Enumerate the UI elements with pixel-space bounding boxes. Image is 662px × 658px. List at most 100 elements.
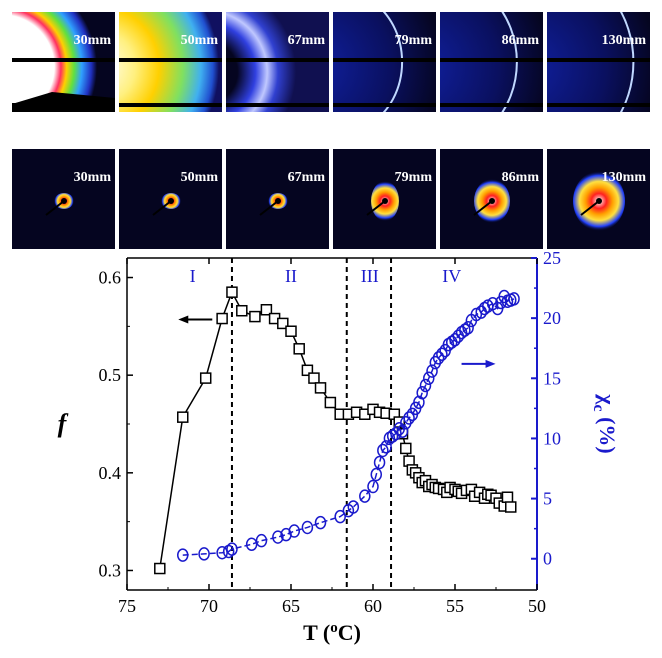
panel-distance-label: 86mm [501,170,539,185]
data-point-square [177,411,189,423]
beamstop-bar [440,58,543,62]
region-label: IV [442,266,461,286]
data-point-circle [272,530,284,544]
region-label: III [361,266,379,286]
waxs-panel-6: 130mm [547,149,650,249]
x-tick-label: 50 [528,596,546,616]
data-point-circle [449,333,461,347]
data-point-circle [396,424,409,438]
panel-pattern [547,12,650,112]
data-point-circle [436,347,448,361]
panel-pattern [226,12,329,112]
data-point-circle [377,443,389,458]
waxs-panel-5: 86mm [440,149,543,249]
panel-distance-label: 130mm [601,170,646,185]
panel-pattern [12,12,115,112]
left-axis-arrow [178,315,213,324]
region-label: II [285,266,297,286]
panel-distance-label: 67mm [287,170,325,185]
data-point-square [249,310,261,323]
panel-distance-label: 79mm [394,33,432,48]
x-tick-label: 55 [446,596,464,616]
panel-distance-label: 50mm [180,33,218,48]
saxs-panel-1: 30mm [12,12,115,112]
waxs-panel-3: 67mm [226,149,329,249]
data-point-circle [419,378,432,393]
beamstop-bar [547,103,650,107]
x-tick-label: 65 [282,596,300,616]
waxs-panel-2: 50mm [119,149,222,249]
data-point-circle [373,455,386,470]
beamstop-bar [440,103,543,107]
y-right-tick-label: 25 [543,248,561,268]
beamstop-bar [119,103,222,107]
data-point-circle [400,416,412,430]
x-tick-label: 60 [364,596,382,616]
data-point-square [400,442,412,455]
data-point-circle [423,371,435,386]
data-point-circle [390,426,402,441]
y-left-axis-label: f [58,409,69,438]
y-left-tick-label: 0.5 [99,365,122,385]
x-axis-label: T (oC) [303,620,361,645]
data-point-circle [334,509,346,524]
data-point-square [301,364,314,377]
data-point-square [226,286,238,298]
data-point-square [308,372,320,384]
waxs-panel-1: 30mm [12,149,115,249]
series-line-right [182,295,515,556]
data-point-circle [470,307,483,322]
beamstop-bar [12,103,115,107]
beamstop-bar [547,58,650,62]
y-right-tick-label: 15 [543,368,561,388]
beamstop-bar [119,58,222,62]
y-right-tick-label: 5 [543,489,552,509]
panel-pattern [226,149,329,249]
beamstop-bar [333,58,436,62]
panel-distance-label: 67mm [287,33,325,48]
panel-pattern [547,149,650,249]
beamstop-bar [12,58,115,62]
data-point-square [505,501,517,513]
data-point-circle [367,479,379,494]
data-point-circle [426,364,438,378]
data-point-circle [370,467,383,482]
data-point-square [285,325,297,337]
data-point-circle [359,489,371,503]
panel-distance-label: 30mm [73,33,111,48]
data-point-circle [245,537,258,552]
data-point-circle [226,542,238,556]
panel-pattern [12,149,115,249]
data-point-circle [177,548,189,562]
data-point-square [314,382,327,394]
beamstop-bar [333,103,436,107]
data-point-square [260,304,273,316]
saxs-panel-4: 79mm [333,12,436,112]
y-left-tick-label: 0.4 [99,463,122,483]
y-left-tick-label: 0.3 [99,560,122,580]
saxs-panel-6: 130mm [547,12,650,112]
data-point-circle [288,524,301,538]
data-point-circle [255,533,268,548]
data-point-circle [347,500,360,514]
data-point-square [501,491,514,503]
chart-svg: 75 70 65 60 55 50 0.3 0.4 0.5 0.6 0 5 10 15 20 25 T (oC)… [58,248,620,645]
saxs-panel-2: 50mm [119,12,222,112]
data-point-square [236,304,248,317]
y-left-tick-label: 0.6 [99,268,122,288]
data-point-circle [462,321,474,335]
data-point-square [216,312,228,325]
data-point-circle [198,547,210,561]
data-point-square [154,562,166,575]
panel-pattern [440,12,543,112]
right-axis-arrow [461,359,496,368]
panel-distance-label: 79mm [394,170,432,185]
detector-panels: 30mm 50mm 67mm 79mm 86mm 130mm 30mm 50mm 67mm 79m… [0,0,662,258]
beamstop-bar [226,103,329,107]
panel-distance-label: 50mm [180,170,218,185]
x-tick-label: 75 [118,596,136,616]
y-right-tick-label: 10 [543,428,561,448]
series-line-left [159,290,512,569]
x-tick-label: 70 [200,596,218,616]
saxs-panel-5: 86mm [440,12,543,112]
